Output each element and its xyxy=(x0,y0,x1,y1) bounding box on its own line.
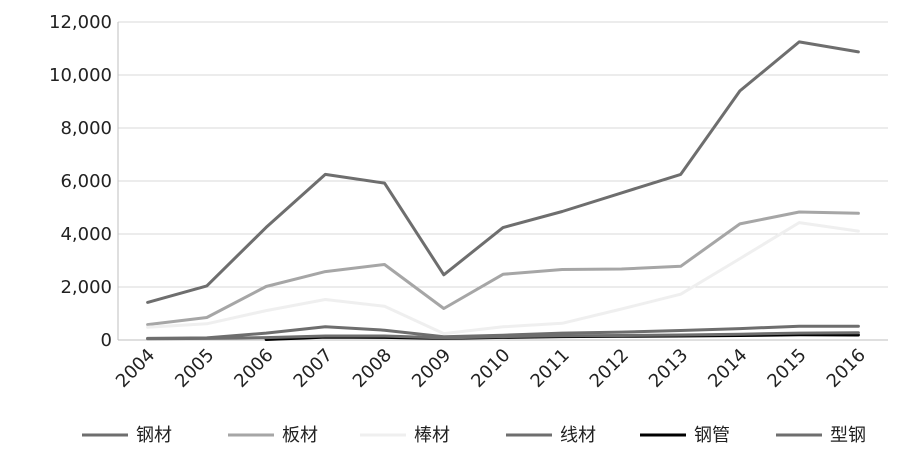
x-tick-label: 2015 xyxy=(763,345,810,392)
legend-label-2: 棒材 xyxy=(414,425,450,446)
x-tick-label: 2007 xyxy=(290,345,337,392)
legend-label-0: 钢材 xyxy=(136,425,172,446)
y-tick-label: 6,000 xyxy=(60,171,112,192)
y-tick-label: 4,000 xyxy=(60,224,112,245)
series-line-1 xyxy=(146,210,860,327)
legend-label-4: 钢管 xyxy=(694,425,730,446)
legend-label-5: 型钢 xyxy=(830,425,866,446)
y-tick-label: 10,000 xyxy=(49,65,112,86)
legend-label-1: 板材 xyxy=(282,425,318,446)
y-axis-ticks: 0 2,000 4,000 6,000 8,000 10,000 12,000 xyxy=(49,12,112,351)
series-lines xyxy=(146,40,860,341)
series-line-2 xyxy=(146,221,860,336)
y-tick-label: 2,000 xyxy=(60,277,112,298)
y-tick-label: 8,000 xyxy=(60,118,112,139)
x-tick-label: 2011 xyxy=(527,345,574,392)
x-tick-label: 2012 xyxy=(586,345,633,392)
x-tick-label: 2009 xyxy=(408,345,455,392)
x-axis-ticks: 2004 2005 2006 2007 2008 2009 2010 2011 2012 2013… xyxy=(112,345,870,392)
legend: 钢材 板材 棒材 线材 钢管 型钢 xyxy=(82,425,866,446)
x-tick-label: 2013 xyxy=(645,345,692,392)
x-tick-label: 2016 xyxy=(823,345,870,392)
legend-label-3: 线材 xyxy=(560,425,596,446)
series-line-5 xyxy=(146,331,860,341)
y-tick-label: 0 xyxy=(101,330,112,351)
x-tick-label: 2006 xyxy=(230,345,277,392)
x-tick-label: 2010 xyxy=(467,345,514,392)
series-line-0 xyxy=(146,40,860,304)
y-tick-label: 12,000 xyxy=(49,12,112,33)
gridlines xyxy=(117,21,888,341)
x-tick-label: 2005 xyxy=(171,345,218,392)
x-tick-label: 2004 xyxy=(112,345,159,392)
x-tick-label: 2014 xyxy=(704,345,751,392)
x-tick-label: 2008 xyxy=(349,345,396,392)
